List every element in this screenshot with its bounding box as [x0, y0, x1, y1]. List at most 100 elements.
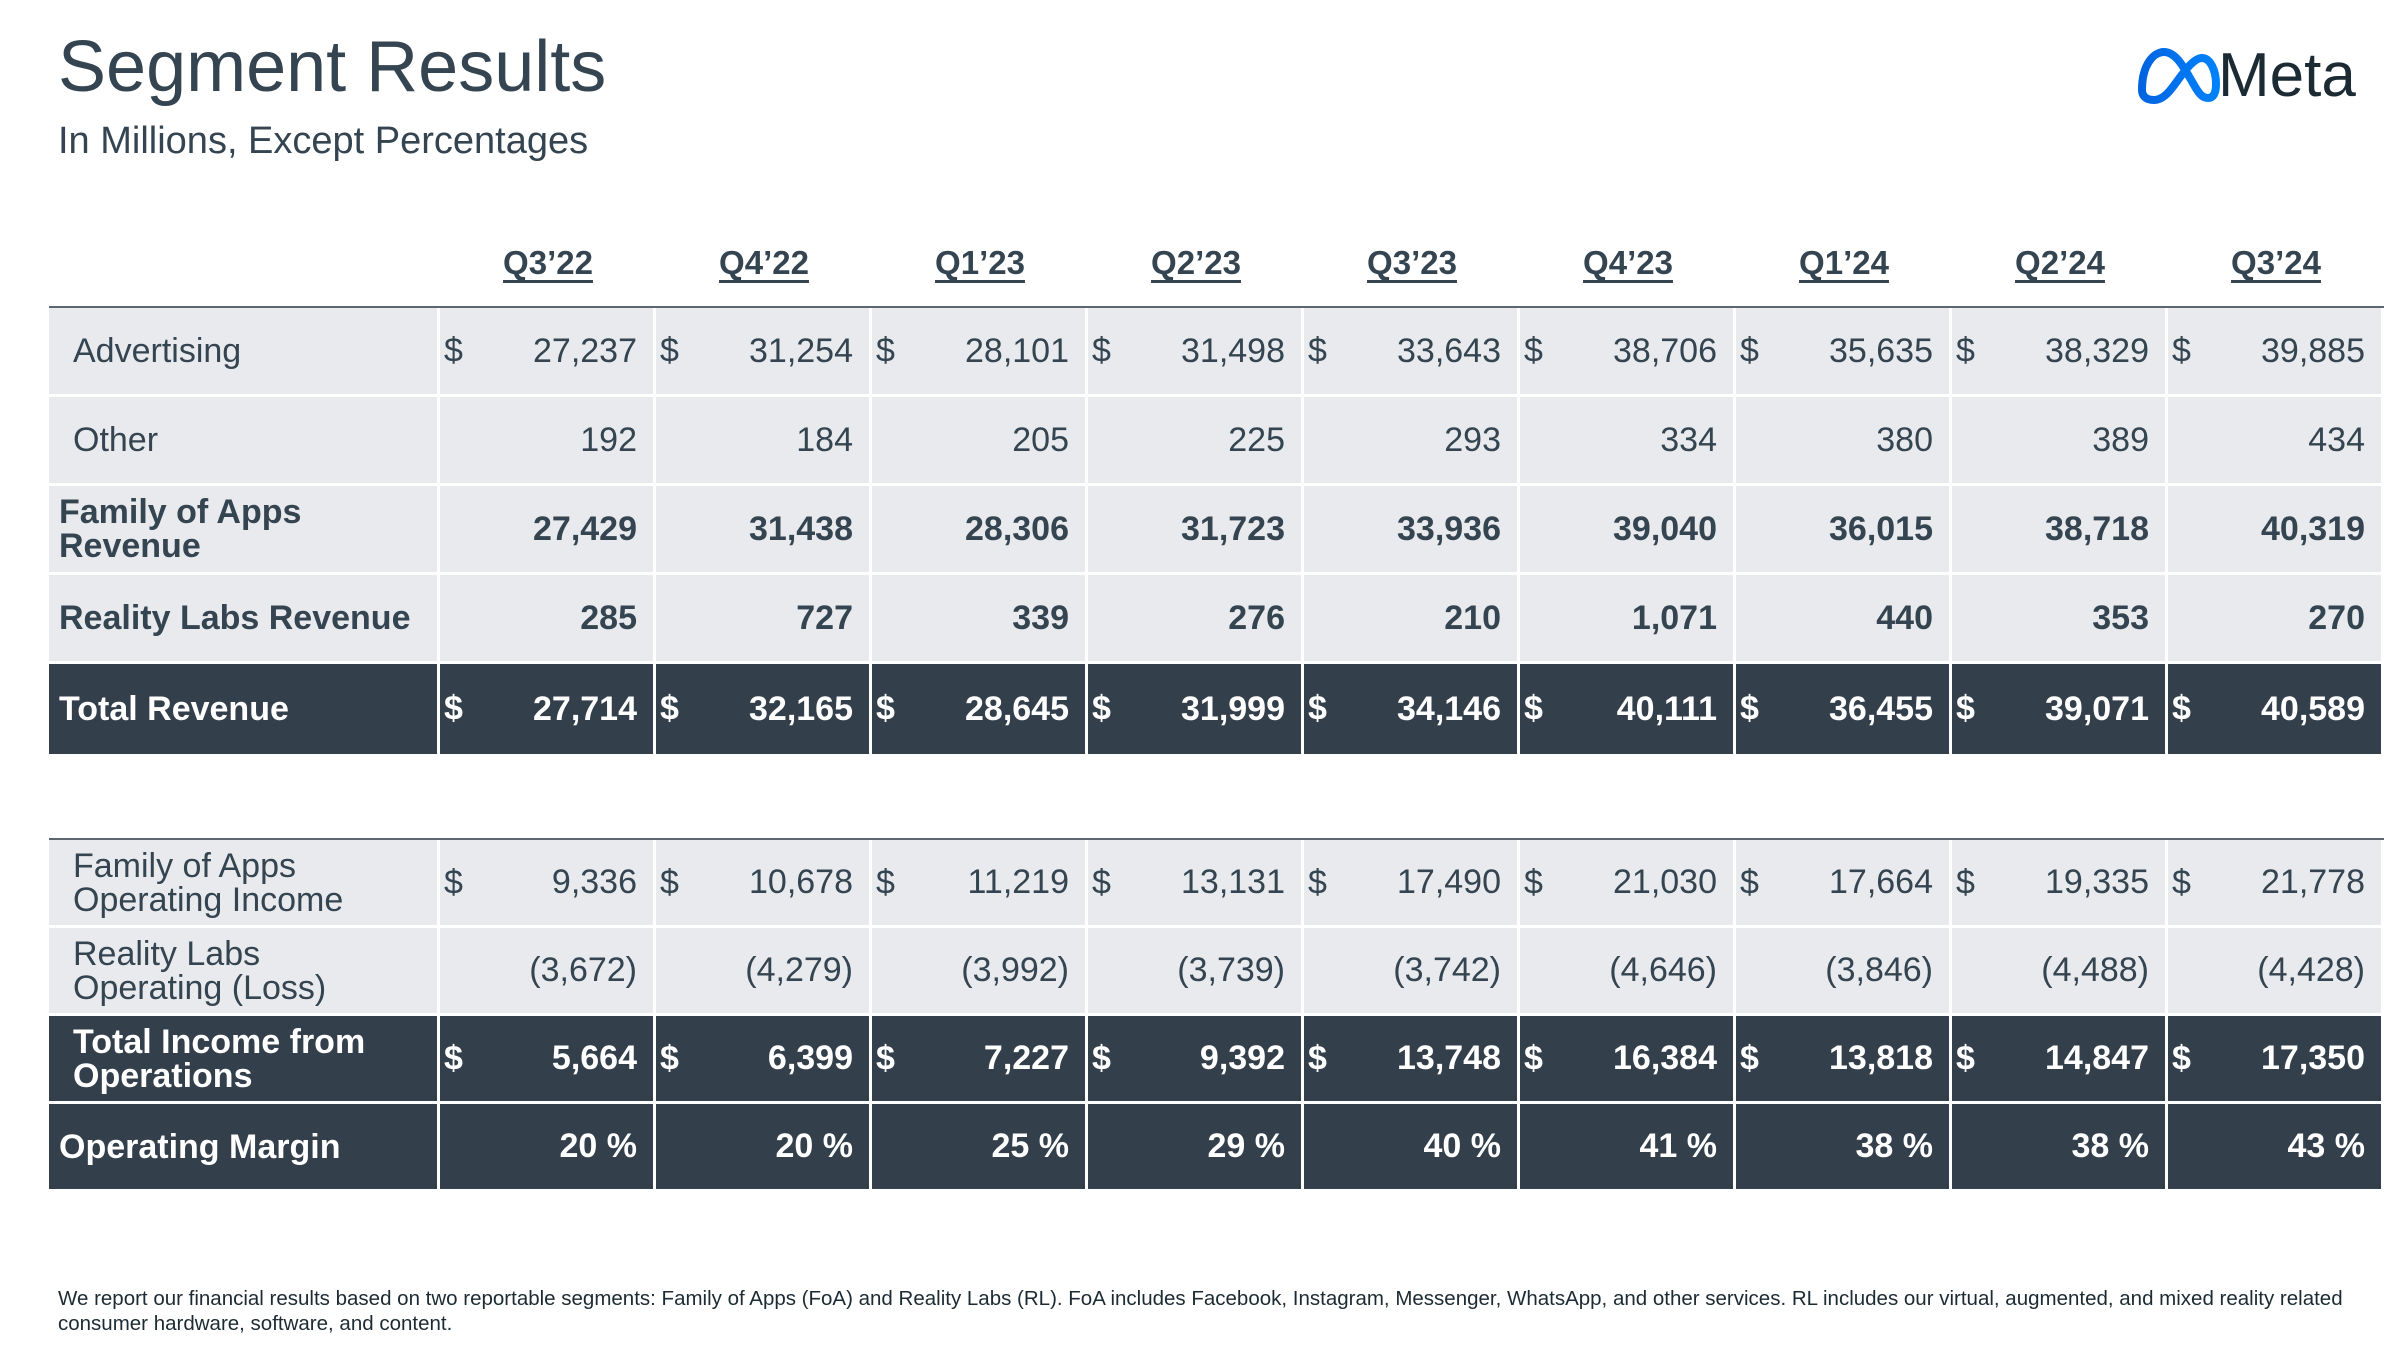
- currency-symbol: $: [876, 1039, 895, 1077]
- value-cell: 33,936: [1304, 486, 1520, 575]
- row-label-text: Operating Margin: [59, 1127, 341, 1166]
- value: 334: [1660, 420, 1717, 459]
- value-cell: $16,384: [1520, 1016, 1736, 1104]
- currency-symbol: $: [1308, 331, 1327, 370]
- row-label: Total Revenue: [49, 664, 440, 757]
- value: 27,429: [533, 509, 637, 548]
- value-cell: $31,254: [656, 308, 872, 397]
- currency-symbol: $: [1524, 863, 1543, 901]
- row-label-text: Family of Apps Operating Income: [73, 846, 344, 919]
- divider: [49, 838, 2384, 840]
- value: 10,678: [749, 863, 853, 901]
- value-cell: 380: [1736, 397, 1952, 486]
- value: 27,714: [533, 689, 637, 728]
- currency-symbol: $: [876, 331, 895, 370]
- column-header: Q1’23: [935, 244, 1025, 281]
- value-cell: 40,319: [2168, 486, 2384, 575]
- value: 21,030: [1613, 863, 1717, 901]
- currency-symbol: $: [1524, 689, 1543, 728]
- table-row: Total Revenue $27,714 $32,165 $28,645 $31,99…: [49, 664, 2384, 757]
- value-cell: (4,488): [1952, 928, 2168, 1016]
- value-cell: $32,165: [656, 664, 872, 757]
- value-cell: $28,101: [872, 308, 1088, 397]
- value-cell: 41 %: [1520, 1104, 1736, 1192]
- currency-symbol: $: [444, 1039, 463, 1077]
- value: 353: [2092, 598, 2149, 637]
- value-cell: $34,146: [1304, 664, 1520, 757]
- value: 28,306: [965, 509, 1069, 548]
- value-cell: 293: [1304, 397, 1520, 486]
- value: 440: [1876, 598, 1933, 637]
- column-header: Q3’24: [2231, 244, 2321, 281]
- row-label: Operating Margin: [49, 1104, 440, 1192]
- value: 192: [580, 420, 637, 459]
- value: 389: [2092, 420, 2149, 459]
- value-cell: $11,219: [872, 840, 1088, 928]
- value-cell: $35,635: [1736, 308, 1952, 397]
- table-row: Reality Labs Revenue 285 727 339 276 210 1,071…: [49, 575, 2384, 664]
- column-header: Q1’24: [1799, 244, 1889, 281]
- currency-symbol: $: [2172, 689, 2191, 728]
- value: (4,428): [2257, 951, 2365, 989]
- logo-text: Meta: [2218, 41, 2356, 110]
- value-cell: 20 %: [656, 1104, 872, 1192]
- value: 13,131: [1181, 863, 1285, 901]
- value: 270: [2308, 598, 2365, 637]
- value-cell: (3,846): [1736, 928, 1952, 1016]
- value-cell: 339: [872, 575, 1088, 664]
- value: 17,490: [1397, 863, 1501, 901]
- value: 434: [2308, 420, 2365, 459]
- value: 34,146: [1397, 689, 1501, 728]
- currency-symbol: $: [660, 863, 679, 901]
- value-cell: $21,030: [1520, 840, 1736, 928]
- value: 380: [1876, 420, 1933, 459]
- value: 339: [1012, 598, 1069, 637]
- row-label: Total Income from Operations: [49, 1016, 440, 1104]
- value: 7,227: [983, 1039, 1069, 1077]
- value-cell: $36,455: [1736, 664, 1952, 757]
- value: 17,350: [2261, 1039, 2365, 1077]
- value: 1,071: [1631, 598, 1717, 637]
- value-cell: 270: [2168, 575, 2384, 664]
- value: 225: [1228, 420, 1285, 459]
- currency-symbol: $: [444, 331, 463, 370]
- value: 31,498: [1181, 331, 1285, 370]
- currency-symbol: $: [1092, 1039, 1111, 1077]
- currency-symbol: $: [1308, 1039, 1327, 1077]
- value-cell: $39,071: [1952, 664, 2168, 757]
- value: 39,071: [2045, 689, 2149, 728]
- value: 17,664: [1829, 863, 1933, 901]
- value-cell: 28,306: [872, 486, 1088, 575]
- column-header: Q4’23: [1583, 244, 1673, 281]
- currency-symbol: $: [660, 331, 679, 370]
- value-cell: (4,646): [1520, 928, 1736, 1016]
- row-label: Other: [49, 397, 440, 486]
- value-cell: 276: [1088, 575, 1304, 664]
- currency-symbol: $: [444, 863, 463, 901]
- value: 35,635: [1829, 331, 1933, 370]
- value-cell: $31,498: [1088, 308, 1304, 397]
- row-label-text: Total Income from Operations: [73, 1022, 366, 1095]
- table-row: Family of Apps Operating Income $9,336 $10…: [49, 840, 2384, 928]
- value: 21,778: [2261, 863, 2365, 901]
- value: 29 %: [1207, 1127, 1286, 1165]
- value-cell: $40,111: [1520, 664, 1736, 757]
- value: 13,748: [1397, 1039, 1501, 1077]
- value-cell: $13,131: [1088, 840, 1304, 928]
- currency-symbol: $: [1308, 689, 1327, 728]
- value: 184: [796, 420, 853, 459]
- value: 38,706: [1613, 331, 1717, 370]
- value-cell: 25 %: [872, 1104, 1088, 1192]
- table-row: Family of Apps Revenue 27,429 31,438 28,306…: [49, 486, 2384, 575]
- value: 20 %: [559, 1127, 638, 1165]
- value-cell: 210: [1304, 575, 1520, 664]
- currency-symbol: $: [876, 863, 895, 901]
- value: 285: [580, 598, 637, 637]
- value: 41 %: [1639, 1127, 1718, 1165]
- value-cell: $14,847: [1952, 1016, 2168, 1104]
- value: 43 %: [2287, 1127, 2366, 1165]
- value-cell: 225: [1088, 397, 1304, 486]
- value-cell: $9,392: [1088, 1016, 1304, 1104]
- currency-symbol: $: [444, 689, 463, 728]
